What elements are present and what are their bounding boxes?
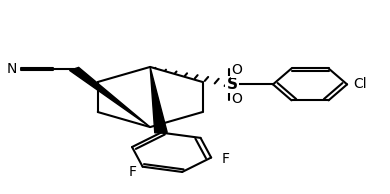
Text: F: F xyxy=(222,152,229,166)
Text: N: N xyxy=(6,62,17,76)
Polygon shape xyxy=(150,67,167,133)
Text: S: S xyxy=(227,77,238,92)
Text: F: F xyxy=(128,165,136,179)
Text: O: O xyxy=(231,92,242,106)
Text: Cl: Cl xyxy=(353,77,367,91)
Text: O: O xyxy=(231,63,242,77)
Polygon shape xyxy=(69,67,150,127)
